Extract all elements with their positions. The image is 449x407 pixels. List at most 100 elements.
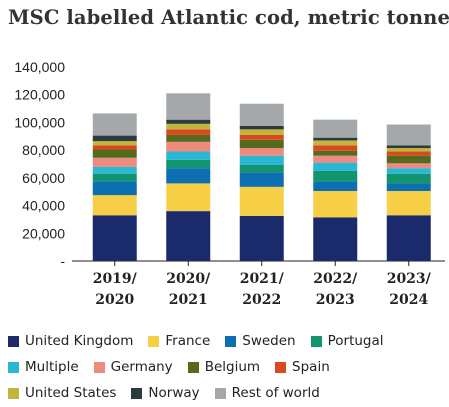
bar-segment-multiple — [166, 151, 211, 160]
legend-swatch — [275, 361, 287, 373]
bar-segment-portugal — [239, 164, 284, 173]
bar-segment-norway — [166, 119, 211, 124]
legend-label: Rest of world — [231, 385, 320, 401]
bar-segment-united-kingdom — [313, 217, 358, 261]
bar-segment-france — [92, 195, 137, 216]
legend-item-spain: Spain — [275, 359, 330, 375]
y-tick-label: 120,000 — [14, 87, 65, 103]
bar-segment-united-states — [313, 140, 358, 146]
stacked-bar-chart: - 20,000 40,000 60,000 80,000 100,000 120,000 1… — [14, 59, 445, 308]
legend-label: Portugal — [327, 333, 384, 349]
bar-segment-germany — [386, 163, 431, 169]
bar-segment-france — [239, 186, 284, 216]
bar-segment-portugal — [166, 159, 211, 169]
bar-segment-united-kingdom — [239, 215, 284, 261]
legend-item-sweden: Sweden — [225, 333, 296, 349]
y-tick-label: 40,000 — [22, 198, 65, 214]
legend-swatch — [187, 361, 199, 373]
bar-segment-united-kingdom — [386, 215, 431, 261]
bars — [92, 93, 431, 261]
legend-swatch — [310, 335, 322, 347]
x-axis: 2019/2020 2020/2021 2021/2022 2022/2023 2023… — [93, 261, 432, 308]
legend-label: Multiple — [25, 359, 79, 375]
legend-label: Norway — [148, 385, 200, 401]
legend-item-united-kingdom: United Kingdom — [8, 333, 133, 349]
legend-row: Multiple Germany Belgium Spain — [8, 354, 444, 380]
bar-segment-belgium — [313, 150, 358, 156]
bar-segment-multiple — [92, 166, 137, 174]
x-tick-label: 2021/2022 — [240, 271, 285, 308]
bar-segment-sweden — [166, 168, 211, 184]
bar-segment-germany — [239, 148, 284, 156]
bar-segment-germany — [166, 141, 211, 152]
legend-label: Belgium — [204, 359, 261, 375]
bar-segment-norway — [386, 145, 431, 149]
bar-segment-spain — [92, 145, 137, 150]
x-tick-label: 2023/2024 — [387, 271, 432, 308]
legend-row: United States Norway Rest of world — [8, 380, 444, 406]
bar-segment-rest-of-world — [239, 103, 284, 126]
legend-label: France — [165, 333, 211, 349]
legend-item-belgium: Belgium — [187, 359, 261, 375]
y-tick-label: 20,000 — [22, 225, 65, 241]
bar-segment-norway — [92, 135, 137, 142]
bar-segment-norway — [239, 125, 284, 130]
y-tick-label: 60,000 — [22, 170, 65, 186]
bar-segment-belgium — [386, 155, 431, 164]
bar-segment-belgium — [92, 149, 137, 158]
legend-item-multiple: Multiple — [8, 359, 79, 375]
legend-swatch — [214, 387, 226, 399]
legend-swatch — [8, 387, 19, 399]
x-tick-label: 2022/2023 — [313, 271, 358, 308]
legend-label: Sweden — [242, 333, 296, 349]
bar-segment-united-states — [166, 123, 211, 130]
bar-segment-germany — [313, 155, 358, 163]
bar-segment-sweden — [386, 183, 431, 192]
legend-item-germany: Germany — [93, 359, 173, 375]
legend-swatch — [148, 335, 160, 347]
x-tick-label: 2020/2021 — [166, 271, 211, 308]
bar-segment-sweden — [92, 181, 137, 196]
bar-segment-rest-of-world — [313, 119, 358, 138]
bar-segment-rest-of-world — [386, 124, 431, 146]
legend-swatch — [8, 335, 19, 347]
legend-swatch — [225, 335, 237, 347]
legend-swatch — [93, 361, 105, 373]
legend-item-united-states: United States — [8, 385, 116, 401]
legend-label: Spain — [292, 359, 330, 375]
bar-segment-spain — [166, 129, 211, 135]
y-tick-label: - — [60, 253, 65, 269]
bar-segment-france — [386, 191, 431, 216]
chart-title: MSC labelled Atlantic cod, metric tonnes — [8, 6, 449, 29]
bar-segment-multiple — [313, 162, 358, 171]
x-tick-label: 2019/2020 — [93, 271, 138, 308]
legend-item-rest-of-world: Rest of world — [214, 385, 320, 401]
bar-segment-portugal — [386, 173, 431, 184]
bar-segment-united-kingdom — [166, 211, 211, 261]
legend-row: United Kingdom France Sweden Portugal — [8, 328, 444, 354]
bar-segment-multiple — [386, 168, 431, 174]
legend: United Kingdom France Sweden Portugal Multip… — [8, 328, 444, 406]
y-axis: - 20,000 40,000 60,000 80,000 100,000 120,000 1… — [14, 59, 65, 269]
bar-segment-belgium — [166, 134, 211, 142]
bar-segment-rest-of-world — [92, 113, 137, 136]
bar-segment-united-states — [92, 141, 137, 146]
legend-label: United Kingdom — [25, 333, 134, 349]
bar-segment-rest-of-world — [166, 93, 211, 120]
bar-segment-france — [313, 191, 358, 218]
legend-label: United States — [25, 385, 117, 401]
bar-segment-sweden — [313, 181, 358, 192]
bar-segment-multiple — [239, 155, 284, 165]
bar-segment-belgium — [239, 139, 284, 149]
y-tick-label: 100,000 — [14, 114, 65, 130]
bar-segment-norway — [313, 137, 358, 141]
bar-segment-germany — [92, 157, 137, 167]
bar-segment-spain — [313, 145, 358, 151]
bar-segment-spain — [386, 151, 431, 156]
bar-segment-france — [166, 183, 211, 212]
legend-swatch — [8, 361, 19, 373]
legend-item-france: France — [148, 333, 210, 349]
y-tick-label: 80,000 — [22, 142, 65, 158]
legend-item-norway: Norway — [131, 385, 200, 401]
bar-segment-sweden — [239, 172, 284, 187]
